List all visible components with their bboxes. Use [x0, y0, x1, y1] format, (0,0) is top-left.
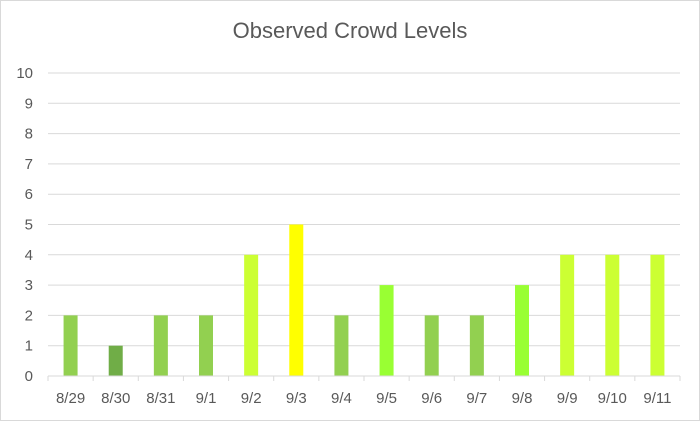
bar-9-2 [244, 254, 259, 376]
y-tick-label: 10 [16, 65, 33, 82]
bar-9-1 [199, 315, 213, 376]
bar-9-6 [424, 315, 439, 376]
y-tick-label: 2 [25, 307, 33, 324]
y-tick-label: 0 [25, 368, 33, 385]
bars [63, 224, 665, 376]
y-axis-labels: 0 1 2 3 4 5 6 7 8 9 10 [16, 65, 33, 385]
y-tick-label: 7 [25, 156, 33, 173]
x-tick-label: 9/9 [557, 390, 578, 407]
x-tick-label: 9/7 [466, 390, 487, 407]
x-tick-label: 9/6 [421, 390, 442, 407]
x-tick-label: 9/10 [598, 390, 627, 407]
y-tick-label: 5 [25, 217, 33, 234]
bar-9-10 [605, 254, 620, 376]
bar-9-11 [650, 254, 665, 376]
y-tick-label: 6 [25, 186, 33, 203]
x-tick-label: 8/31 [146, 390, 175, 407]
y-tick-label: 3 [25, 277, 33, 294]
gridlines [48, 72, 680, 347]
y-tick-label: 9 [25, 95, 33, 112]
y-tick-label: 4 [25, 247, 33, 264]
x-tick-label: 9/2 [241, 390, 262, 407]
bar-9-5 [379, 285, 394, 376]
x-tick-label: 9/8 [512, 390, 533, 407]
chart-title: Observed Crowd Levels [232, 18, 468, 43]
x-tick-label: 8/30 [101, 390, 130, 407]
bar-9-7 [469, 315, 484, 376]
bar-9-9 [560, 254, 575, 376]
bar-8-31 [153, 315, 168, 376]
bar-9-3 [289, 224, 304, 376]
bar-8-29 [63, 315, 78, 376]
bar-9-8 [515, 285, 529, 376]
x-axis-labels: 8/29 8/30 8/31 9/1 9/2 9/3 9/4 9/5 9/6 9/7 9/8 9/9 9… [56, 390, 672, 407]
bar-9-4 [334, 315, 349, 376]
x-tick-label: 9/1 [196, 390, 217, 407]
y-tick-label: 1 [25, 338, 33, 355]
x-tick-label: 9/4 [331, 390, 352, 407]
x-tick-label: 9/5 [376, 390, 397, 407]
x-tick-label: 8/29 [56, 390, 85, 407]
x-tick-label: 9/11 [643, 390, 671, 407]
bar-8-30 [108, 345, 123, 376]
x-axis [47, 375, 681, 381]
y-tick-label: 8 [25, 126, 33, 143]
x-tick-label: 9/3 [286, 390, 307, 407]
